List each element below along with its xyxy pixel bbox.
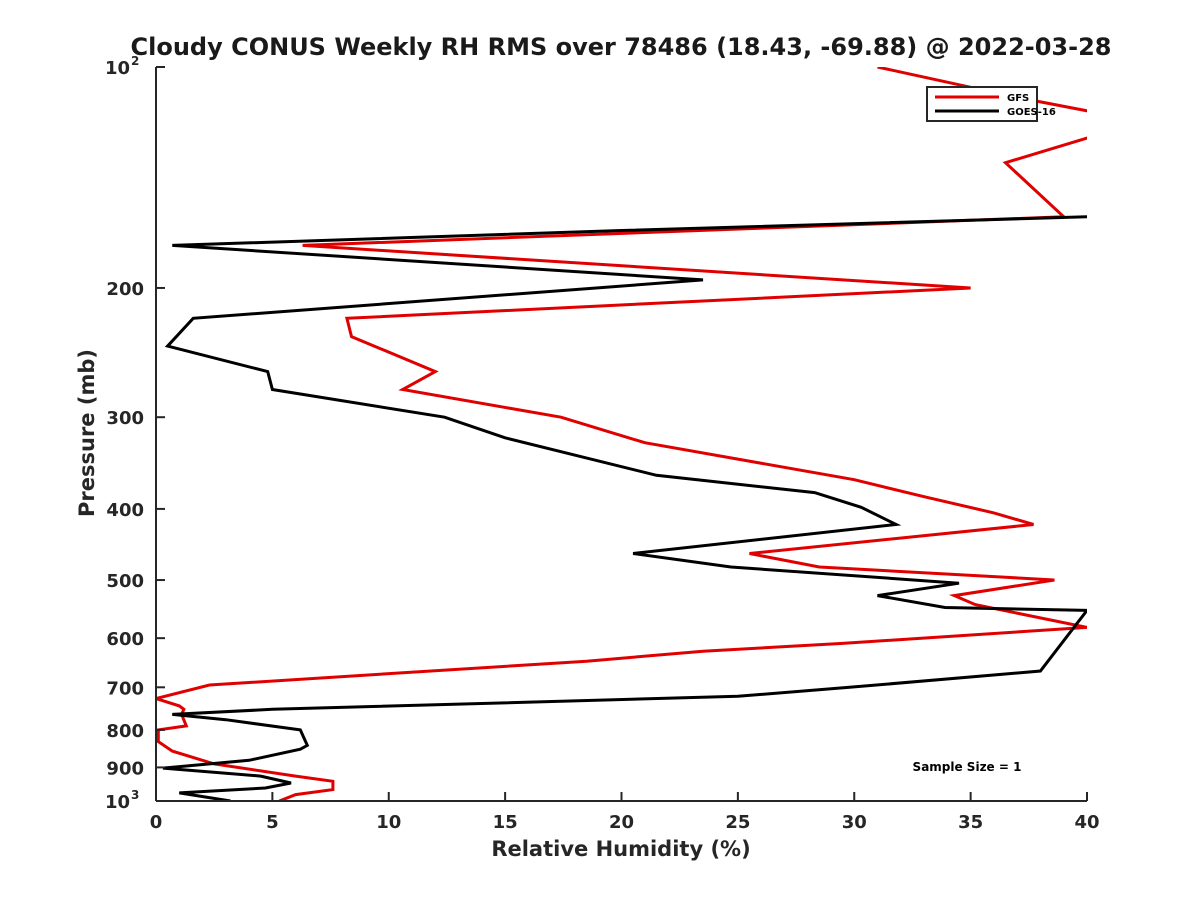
legend: GFS GOES-16 [926, 86, 1056, 122]
legend-box [926, 86, 1038, 122]
y-tick-label: 800 [106, 721, 144, 742]
y-tick-label: 10 [105, 792, 130, 813]
x-tick-label: 5 [266, 812, 279, 833]
y-tick-label-exponent: 2 [131, 54, 139, 68]
y-tick-label: 500 [106, 571, 144, 592]
x-tick-label: 0 [150, 812, 163, 833]
x-tick-label: 25 [725, 812, 750, 833]
x-tick-label: 35 [958, 812, 983, 833]
series-line-gfs [156, 67, 1087, 801]
chart-title: Cloudy CONUS Weekly RH RMS over 78486 (1… [131, 33, 1112, 61]
x-tick-label: 20 [609, 812, 634, 833]
sample-size-annotation: Sample Size = 1 [913, 760, 1022, 774]
y-tick-label: 400 [106, 500, 144, 521]
y-axis-label: Pressure (mb) [75, 349, 99, 517]
x-axis-label: Relative Humidity (%) [491, 837, 750, 861]
y-tick-label: 10 [105, 58, 130, 79]
y-tick-label: 300 [106, 408, 144, 429]
x-tick-label: 10 [376, 812, 401, 833]
y-tick-label: 900 [106, 758, 144, 779]
plot-series [156, 67, 1087, 801]
x-tick-label: 30 [842, 812, 867, 833]
legend-label-goes-16: GOES-16 [1007, 107, 1056, 118]
x-tick-label: 40 [1074, 812, 1099, 833]
x-tick-label: 15 [493, 812, 518, 833]
y-tick-label: 700 [106, 678, 144, 699]
legend-label-gfs: GFS [1007, 93, 1029, 104]
y-tick-label-exponent: 3 [131, 788, 139, 802]
series-line-goes-16 [162, 215, 1087, 801]
y-tick-label: 600 [106, 629, 144, 650]
y-tick-label: 200 [106, 279, 144, 300]
